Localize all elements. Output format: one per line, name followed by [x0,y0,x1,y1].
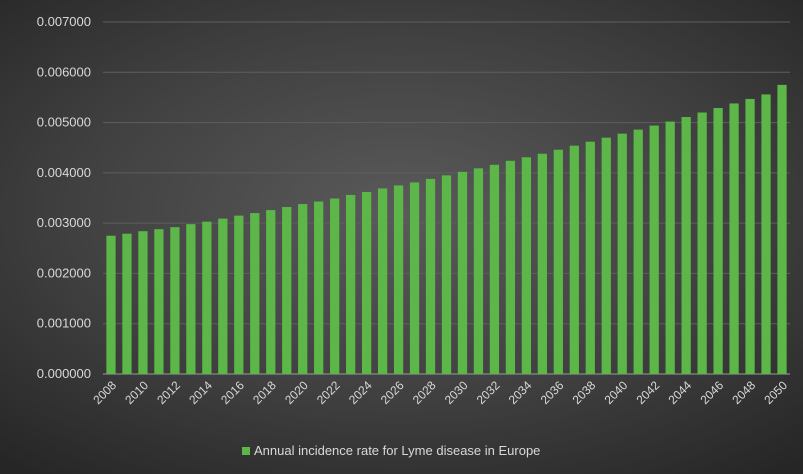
bar [218,219,227,374]
x-tick-label: 2044 [665,378,694,407]
bar [490,165,499,374]
bar [298,204,307,374]
bar [474,168,483,374]
bar [202,222,211,374]
x-tick-label: 2048 [729,378,758,407]
bar [442,175,451,374]
y-tick-label: 0.001000 [37,316,91,331]
x-axis: 2008 2010 2012 2014 2016 2018 2020 2022 2024 2026… [90,378,790,407]
bar [666,122,675,374]
y-tick-label: 0.002000 [37,265,91,280]
x-tick-label: 2028 [410,378,439,407]
bar [186,224,195,374]
bar [554,150,563,374]
legend-swatch [242,447,250,455]
bar [777,85,786,374]
y-axis: 0.000000 0.001000 0.002000 0.003000 0.004000… [37,14,91,381]
bar [234,216,243,374]
bar [154,229,163,374]
x-tick-label: 2046 [697,378,726,407]
x-tick-label: 2032 [474,378,503,407]
x-tick-label: 2022 [314,378,343,407]
x-tick-label: 2040 [602,378,631,407]
bars [106,85,786,374]
x-tick-label: 2042 [634,378,663,407]
x-tick-label: 2008 [90,378,119,407]
bar [634,130,643,374]
bar [713,108,722,374]
bar [761,94,770,374]
bar [682,117,691,374]
bar [458,172,467,374]
x-tick-label: 2030 [442,378,471,407]
bar [426,179,435,374]
x-tick-label: 2038 [570,378,599,407]
bar [266,210,275,374]
legend-label: Annual incidence rate for Lyme disease i… [254,443,540,458]
x-tick-label: 2034 [506,378,535,407]
bar [650,126,659,374]
legend: Annual incidence rate for Lyme disease i… [242,443,540,458]
bar [410,182,419,374]
bar [362,192,371,374]
bar [106,236,115,374]
bar [122,234,131,374]
bar [538,154,547,374]
bar [314,202,323,374]
y-tick-label: 0.000000 [37,366,91,381]
x-tick-label: 2016 [218,378,247,407]
bar [170,227,179,374]
x-tick-label: 2018 [250,378,279,407]
x-tick-label: 2024 [346,378,375,407]
y-tick-label: 0.007000 [37,14,91,29]
x-tick-label: 2010 [122,378,151,407]
bar [378,188,387,374]
bar [330,199,339,374]
x-tick-label: 2026 [378,378,407,407]
bar [394,185,403,374]
x-tick-label: 2014 [186,378,215,407]
x-tick-label: 2036 [538,378,567,407]
y-tick-label: 0.006000 [37,64,91,79]
bar [346,195,355,374]
y-tick-label: 0.003000 [37,215,91,230]
bar [282,207,291,374]
x-tick-label: 2050 [761,378,790,407]
bar [602,138,611,374]
bar [506,161,515,374]
y-tick-label: 0.004000 [37,165,91,180]
bar [250,213,259,374]
y-tick-label: 0.005000 [37,115,91,130]
bar [729,103,738,374]
bar [618,134,627,374]
bar [570,146,579,374]
bar [697,113,706,374]
bar [522,157,531,374]
x-tick-label: 2020 [282,378,311,407]
bar [586,142,595,374]
bar [138,231,147,374]
x-tick-label: 2012 [154,378,183,407]
bar [745,99,754,374]
